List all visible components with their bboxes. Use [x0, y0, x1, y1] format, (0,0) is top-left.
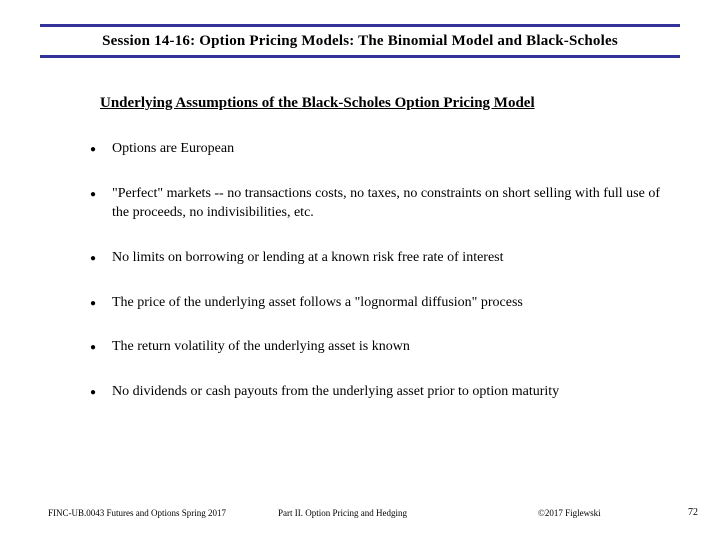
slide-title: Session 14-16: Option Pricing Models: Th…: [40, 27, 680, 55]
bullet-icon: ●: [90, 294, 112, 311]
list-item: ● No limits on borrowing or lending at a…: [90, 249, 670, 268]
footer-part: Part II. Option Pricing and Hedging: [278, 508, 538, 518]
list-item: ● Options are European: [90, 140, 670, 159]
list-item-text: "Perfect" markets -- no transactions cos…: [112, 185, 670, 223]
header-rule-bottom: [40, 55, 680, 58]
footer-copyright: ©2017 Figlewski: [538, 508, 698, 518]
slide-header: Session 14-16: Option Pricing Models: Th…: [40, 24, 680, 58]
list-item-text: Options are European: [112, 140, 670, 159]
footer-course: FINC-UB.0043 Futures and Options Spring …: [48, 508, 278, 518]
bullet-icon: ●: [90, 249, 112, 266]
bullet-icon: ●: [90, 338, 112, 355]
slide-subtitle: Underlying Assumptions of the Black-Scho…: [100, 95, 670, 112]
list-item-text: No dividends or cash payouts from the un…: [112, 383, 670, 402]
bullet-icon: ●: [90, 185, 112, 202]
list-item-text: No limits on borrowing or lending at a k…: [112, 249, 670, 268]
slide-footer: FINC-UB.0043 Futures and Options Spring …: [48, 508, 698, 518]
list-item-text: The return volatility of the underlying …: [112, 338, 670, 357]
bullet-icon: ●: [90, 140, 112, 157]
footer-page-number: 72: [688, 507, 698, 518]
list-item: ● No dividends or cash payouts from the …: [90, 383, 670, 402]
slide-body: Underlying Assumptions of the Black-Scho…: [90, 95, 670, 428]
list-item-text: The price of the underlying asset follow…: [112, 294, 670, 313]
list-item: ● "Perfect" markets -- no transactions c…: [90, 185, 670, 223]
bullet-icon: ●: [90, 383, 112, 400]
list-item: ● The return volatility of the underlyin…: [90, 338, 670, 357]
assumptions-list: ● Options are European ● "Perfect" marke…: [90, 140, 670, 402]
list-item: ● The price of the underlying asset foll…: [90, 294, 670, 313]
